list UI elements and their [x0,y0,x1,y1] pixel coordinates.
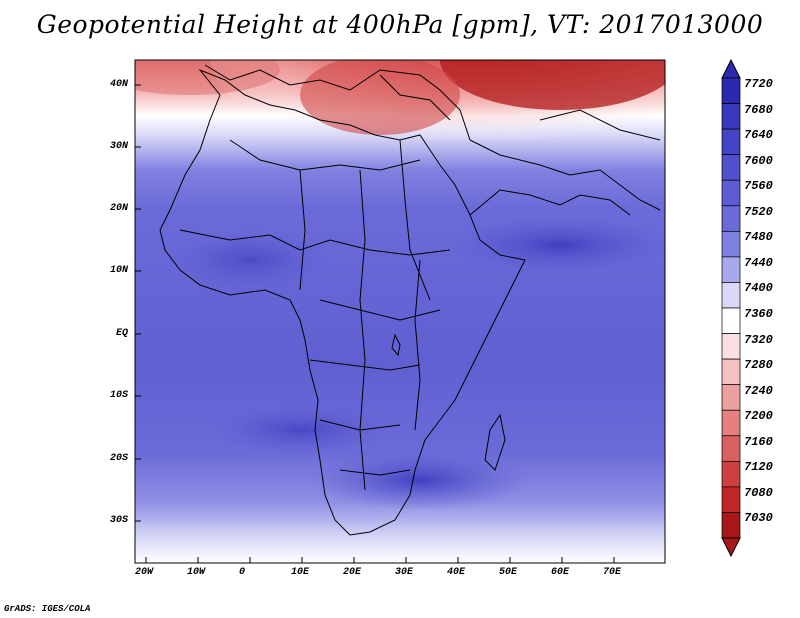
lat-label: 20S [109,453,128,464]
colorbar-top-arrow [721,58,741,79]
lat-label: 30N [109,141,128,152]
colorbar-swatch [721,333,741,360]
lon-label: 30E [395,567,414,578]
colorbar-label: 7640 [744,128,773,143]
lat-label: 40N [109,79,128,90]
lon-ticks [145,557,615,563]
colorbar-swatch [721,307,741,334]
colorbar-label: 7440 [744,255,773,270]
lat-label: 30S [109,515,128,526]
lon-label: 20W [135,567,154,578]
footer-credit: GrADS: IGES/COLA [4,604,91,614]
colorbar-label: 7320 [744,332,773,347]
colorbar [721,58,741,558]
colorbar-swatch [721,205,741,232]
lon-label: 20E [343,567,362,578]
lat-label: 20N [109,203,128,214]
colorbar-label: 7520 [744,204,773,219]
colorbar-bottom-arrow [721,537,741,558]
field-layer [135,60,665,563]
colorbar-swatch [721,409,741,437]
colorbar-swatch [721,460,741,488]
lon-label: 50E [499,567,518,578]
chart-title: Geopotential Height at 400hPa [gpm], VT:… [36,10,764,39]
lat-label: EQ [115,328,128,339]
colorbar-label: 7600 [744,153,773,168]
colorbar-label: 7160 [744,434,773,449]
lat-ticks [135,84,141,522]
colorbar-swatch [721,256,741,283]
colorbar-label: 7360 [744,307,773,321]
colorbar-label: 7030 [744,511,773,526]
lat-label: 10N [109,265,128,276]
colorbar-swatch [721,384,741,411]
lon-label: 10E [291,567,310,578]
colorbar-swatch [721,154,741,181]
lon-label: 0 [239,567,246,578]
lon-label: 40E [447,567,466,578]
map-frame [134,59,666,564]
colorbar-swatch [721,230,741,258]
colorbar-label: 7240 [744,383,773,398]
colorbar-label: 7280 [744,358,773,373]
colorbar-label: 7680 [744,102,773,117]
colorbar-label: 7080 [744,485,773,500]
colorbar-swatch [721,435,741,462]
colorbar-swatch [721,282,741,309]
lon-label: 60E [551,567,570,578]
colorbar-label: 7400 [744,281,773,296]
colorbar-label: 7560 [744,179,773,194]
colorbar-label: 7200 [744,409,773,424]
lon-label: 70E [603,567,622,578]
colorbar-swatch [721,128,741,156]
colorbar-label: 7480 [744,230,773,245]
coastline-layer [159,64,661,536]
lat-label: 10S [109,390,128,401]
lon-label: 10W [187,567,206,578]
colorbar-swatch [721,103,741,130]
colorbar-swatch [721,77,741,104]
colorbar-swatch [721,486,741,513]
colorbar-label: 7120 [744,460,773,475]
colorbar-swatch [721,179,741,207]
colorbar-swatch [721,358,741,386]
colorbar-swatch [721,512,741,539]
colorbar-label: 7720 [744,77,773,91]
